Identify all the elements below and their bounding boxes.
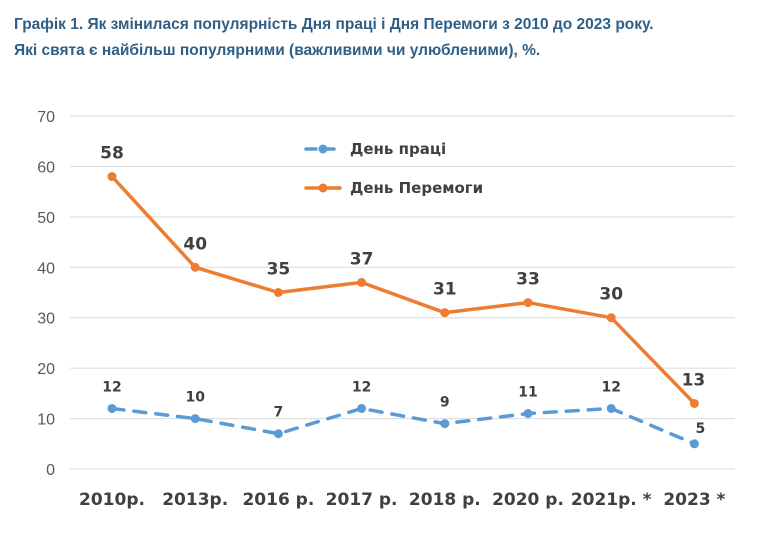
legend-label-2: День Перемоги: [350, 179, 483, 197]
title-line-2: Які свята є найбільш популярними (важлив…: [14, 42, 541, 59]
data-label: 12: [102, 379, 121, 395]
x-axis: 2010р. 2013р. 2016 р. 2017 р. 2018 р. 2020 р.…: [79, 490, 726, 510]
y-tick-label: 10: [37, 412, 55, 429]
x-tick-label: 2021р. *: [571, 490, 652, 510]
x-tick-label: 2023 *: [663, 490, 725, 510]
x-tick-label: 2010р.: [79, 490, 145, 510]
legend: День праці День Перемоги: [304, 140, 483, 197]
y-axis: 0 10 20 30 40 50 60 70: [37, 109, 55, 479]
data-label: 13: [682, 370, 706, 390]
data-point: [273, 429, 283, 439]
data-point: [273, 288, 283, 297]
data-label: 37: [350, 249, 374, 269]
x-tick-label: 2013р.: [162, 490, 228, 510]
data-label: 9: [440, 395, 450, 411]
title-line-1: Графік 1. Як змінилася популярність Дня …: [14, 16, 654, 33]
y-tick-label: 0: [46, 462, 55, 479]
y-tick-label: 50: [37, 210, 55, 227]
series-line-1: [110, 406, 697, 446]
data-point: [440, 308, 450, 318]
data-label: 31: [433, 280, 457, 300]
legend-label-1: День праці: [350, 140, 446, 158]
y-tick-label: 30: [37, 311, 55, 328]
x-tick-label: 2017 р.: [326, 490, 398, 510]
data-point: [107, 403, 117, 413]
data-point: [440, 419, 450, 429]
data-point: [689, 439, 699, 449]
y-tick-label: 70: [37, 109, 55, 126]
x-tick-label: 2020 р.: [492, 490, 564, 510]
data-point: [689, 398, 699, 408]
data-label: 58: [100, 144, 124, 164]
data-label: 5: [696, 421, 706, 437]
chart-title: Графік 1. Як змінилася популярність Дня …: [14, 12, 774, 64]
data-label: 12: [601, 379, 620, 395]
data-label: 35: [267, 260, 291, 280]
data-point: [523, 298, 533, 308]
data-point: [357, 277, 367, 287]
data-point: [357, 403, 367, 413]
data-label: 12: [352, 379, 371, 395]
data-label: 10: [185, 390, 205, 406]
x-tick-label: 2016 р.: [242, 490, 314, 510]
legend-marker-1: [318, 144, 328, 154]
data-labels: 58 40 35 37 31 33 30 13 12 10 7 12 9 11 12 5: [100, 144, 705, 437]
data-label: 33: [516, 270, 540, 290]
data-label: 11: [518, 385, 537, 401]
data-label: 30: [599, 285, 623, 305]
data-point: [190, 262, 200, 272]
data-label: 7: [274, 405, 284, 421]
y-tick-label: 20: [37, 361, 55, 378]
data-point: [606, 313, 616, 323]
y-tick-label: 60: [37, 159, 55, 176]
data-point: [190, 414, 200, 424]
data-point: [523, 409, 533, 419]
series-line-2: [110, 174, 697, 406]
series-lines: [107, 172, 699, 449]
legend-marker-2: [318, 183, 328, 193]
y-tick-label: 40: [37, 260, 55, 277]
data-point: [107, 172, 117, 182]
x-tick-label: 2018 р.: [409, 490, 481, 510]
data-point: [606, 403, 616, 413]
data-label: 40: [183, 234, 207, 254]
